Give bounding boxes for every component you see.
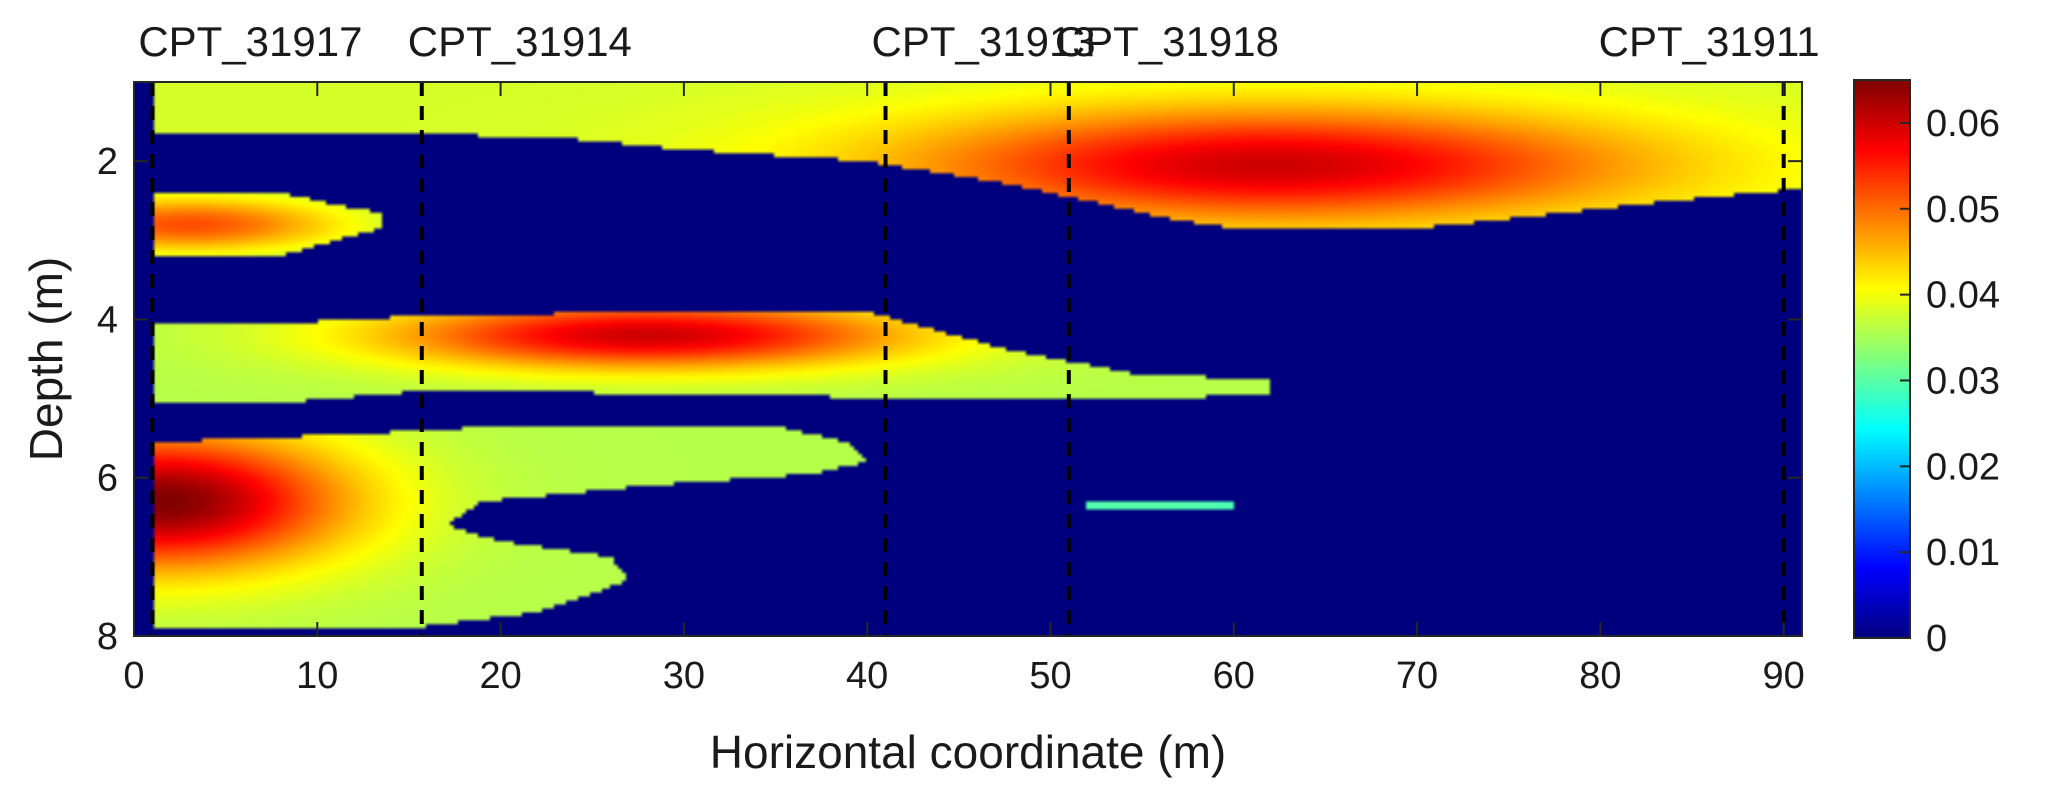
x-tick-label: 60 <box>1213 655 1255 697</box>
colorbar-tick-label: 0.03 <box>1926 360 2000 402</box>
x-tick-label: 20 <box>479 655 521 697</box>
colorbar-tick-label: 0 <box>1926 618 1947 660</box>
cpt-label: CPT_31911 <box>1599 18 1820 65</box>
heatmap-field <box>134 82 1802 636</box>
y-tick-label: 4 <box>97 299 118 341</box>
y-tick-label: 8 <box>97 616 118 658</box>
colorbar-gradient <box>1854 80 1910 638</box>
colorbar: 0 0.01 0.02 0.03 0.04 0.05 0.06 <box>1853 79 2000 660</box>
x-tick-label: 0 <box>123 655 144 697</box>
x-tick-label: 80 <box>1579 655 1621 697</box>
y-tick-label: 6 <box>97 458 118 500</box>
colorbar-tick-label: 0.06 <box>1926 103 2000 145</box>
colorbar-tick-label: 0.01 <box>1926 532 2000 574</box>
colorbar-tick-label: 0.02 <box>1926 446 2000 488</box>
colorbar-frame <box>1853 79 1911 639</box>
x-tick-label: 40 <box>846 655 888 697</box>
colorbar-tick-label: 0.05 <box>1926 189 2000 231</box>
y-axis-label: Depth (m) <box>20 257 72 461</box>
cpt-label: CPT_31914 <box>408 18 632 65</box>
x-tick-label: 50 <box>1029 655 1071 697</box>
plot-area: 0 10 20 30 40 50 60 70 80 90 2 4 6 8 <box>97 81 1805 697</box>
x-tick-label: 10 <box>296 655 338 697</box>
cpt-lines <box>150 82 1786 636</box>
y-axis-ticks: 2 4 6 8 <box>97 141 1802 658</box>
x-tick-label: 30 <box>663 655 705 697</box>
y-tick-label: 2 <box>97 141 118 183</box>
plot-frame <box>133 81 1803 637</box>
x-tick-label: 90 <box>1763 655 1805 697</box>
colorbar-ticks: 0 0.01 0.02 0.03 0.04 0.05 0.06 <box>1900 103 2000 660</box>
x-axis-ticks: 0 10 20 30 40 50 60 70 80 90 <box>123 82 1805 697</box>
cpt-label: CPT_31917 <box>138 18 362 65</box>
cpt-label: CPT_31918 <box>1055 18 1279 65</box>
colorbar-tick-label: 0.04 <box>1926 275 2000 317</box>
x-tick-label: 70 <box>1396 655 1438 697</box>
cpt-label: CPT_31913 <box>872 18 1096 65</box>
x-axis-label: Horizontal coordinate (m) <box>710 726 1226 778</box>
